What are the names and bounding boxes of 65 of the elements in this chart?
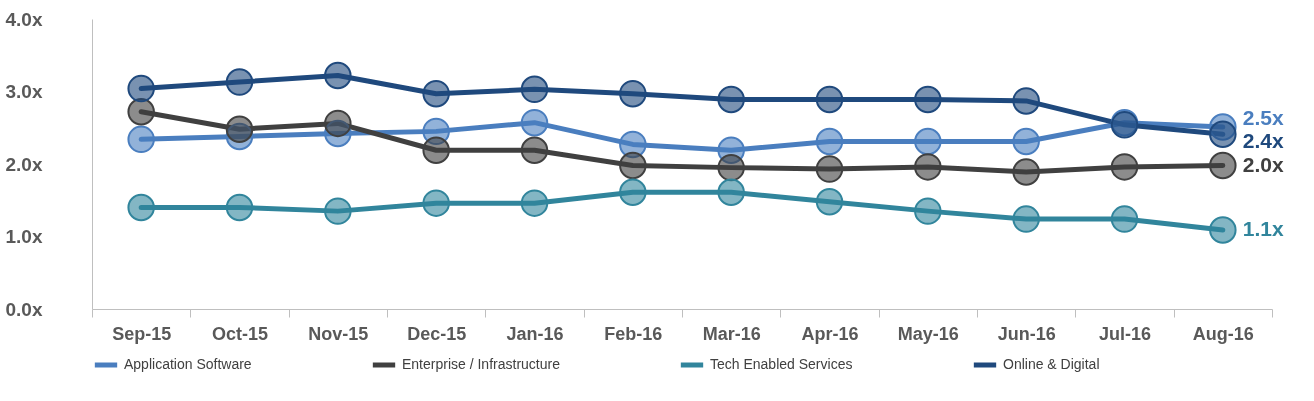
point (1012, 127, 1040, 156)
x-tick-label: May-16 (897, 323, 959, 344)
point (717, 178, 745, 206)
y-tick-label: 4.0x (5, 8, 43, 30)
y-tick-label: 3.0x (5, 81, 43, 102)
point (1012, 87, 1040, 115)
point (815, 85, 844, 114)
data-label: 2.0x (1242, 153, 1285, 177)
point (1209, 216, 1237, 244)
legend-label: Online & Digital (1003, 356, 1100, 372)
point (520, 136, 549, 164)
data-label: 2.5x (1242, 105, 1285, 129)
x-tick-label: Sep-15 (112, 323, 172, 344)
point (1209, 151, 1237, 180)
x-tick-label: Jun-16 (997, 323, 1056, 344)
point (914, 127, 942, 156)
point (815, 155, 844, 183)
x-tick-label: Apr-16 (801, 323, 859, 344)
point (520, 75, 549, 104)
point (1209, 120, 1237, 148)
x-tick-label: Aug-16 (1192, 323, 1254, 344)
point (815, 187, 844, 216)
point (619, 151, 647, 180)
y-tick-label: 1.0x (5, 226, 43, 247)
point (127, 125, 155, 154)
point (815, 127, 844, 156)
x-tick-label: Oct-15 (211, 323, 269, 344)
point (717, 153, 745, 182)
x-tick-label: Dec-15 (407, 323, 467, 344)
point (520, 189, 549, 217)
legend-label: Enterprise / Infrastructure (402, 356, 561, 372)
point (324, 61, 352, 90)
point (324, 197, 352, 225)
point (422, 189, 450, 217)
point (619, 79, 647, 108)
point (619, 178, 647, 206)
point (225, 68, 254, 96)
point (1012, 205, 1040, 233)
x-tick-label: Jul-16 (1098, 323, 1152, 344)
point (422, 79, 450, 108)
point (324, 109, 352, 138)
y-tick-label: 0.0x (5, 298, 43, 320)
point (127, 98, 155, 126)
legend-label: Tech Enabled Services (710, 356, 853, 372)
x-tick-label: Nov-15 (308, 323, 369, 344)
point (914, 153, 942, 181)
data-label: 1.1x (1242, 216, 1285, 240)
point (225, 115, 254, 143)
x-tick-label: Jan-16 (506, 323, 564, 344)
point (225, 193, 254, 222)
point (1110, 153, 1139, 181)
x-tick-label: Feb-16 (604, 323, 663, 344)
point (520, 108, 549, 137)
point (1110, 205, 1139, 233)
point (1012, 158, 1040, 186)
data-label: 2.4x (1242, 129, 1285, 153)
y-tick-label: 2.0x (5, 153, 43, 175)
point (914, 197, 942, 225)
legend-label: Application Software (124, 356, 252, 372)
point (717, 85, 745, 114)
point (422, 136, 450, 164)
point (127, 193, 155, 222)
x-tick-label: Mar-16 (702, 323, 761, 344)
point (914, 85, 942, 114)
point (127, 74, 155, 103)
